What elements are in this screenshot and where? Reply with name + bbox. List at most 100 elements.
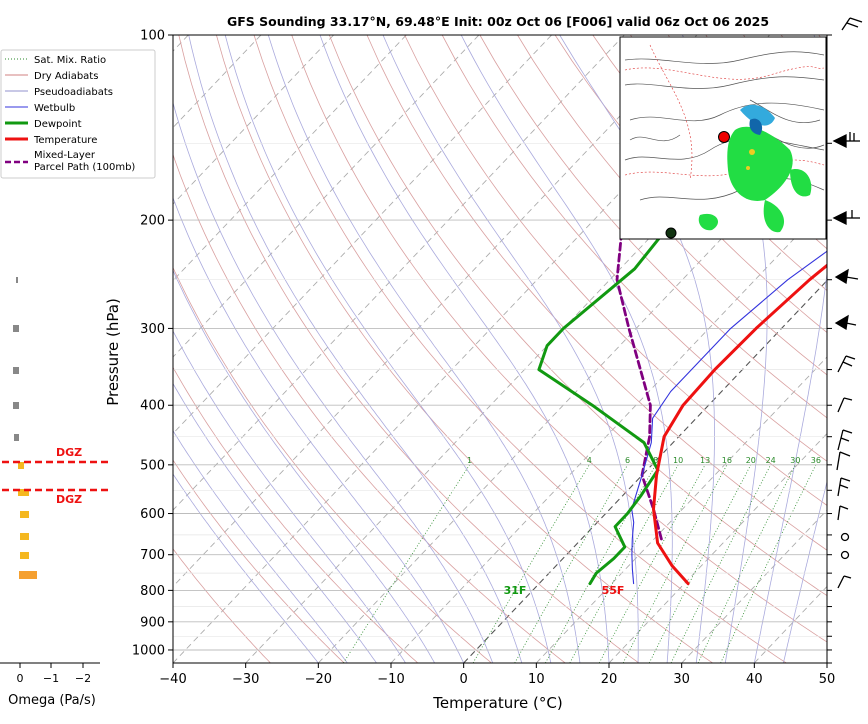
y-tick-label: 400 xyxy=(140,399,165,414)
wind-barb xyxy=(841,17,863,31)
isotherm xyxy=(681,509,827,663)
omega-tick-label: −2 xyxy=(75,672,91,685)
mixing-ratio-label: 24 xyxy=(766,456,776,465)
mixing-ratio-label: 30 xyxy=(790,456,800,465)
dry-adiabat xyxy=(366,35,827,551)
dry-adiabat xyxy=(592,35,827,292)
legend-entry: Pseudoadiabats xyxy=(34,87,113,98)
omega-bar xyxy=(13,325,19,332)
wind-calm xyxy=(840,550,850,560)
legend: Sat. Mix. Ratio Dry Adiabats Pseudoadiab… xyxy=(0,49,156,179)
x-tick-label: −20 xyxy=(305,672,332,687)
mixing-ratio-line xyxy=(472,464,590,663)
dry-adiabat xyxy=(856,35,868,663)
wind-barb xyxy=(836,451,851,471)
dry-adiabat xyxy=(404,35,827,506)
wind-barb xyxy=(837,477,851,497)
x-tick-label: 20 xyxy=(601,672,618,687)
y-tick-label: 1000 xyxy=(132,643,165,658)
isotherm xyxy=(535,356,827,663)
wind-barb xyxy=(832,210,860,226)
x-tick-label: 40 xyxy=(746,672,763,687)
isotherm xyxy=(173,35,407,282)
pseudoadiabat xyxy=(173,473,319,663)
mixing-ratio-label: 36 xyxy=(811,456,821,465)
legend-entry: Temperature xyxy=(33,135,97,146)
inset-map-precip xyxy=(698,104,812,233)
wind-barbs xyxy=(832,17,863,589)
isotherm xyxy=(173,35,334,205)
isotherm xyxy=(173,35,625,511)
omega-tick-label: 0 xyxy=(17,672,24,685)
dry-adiabat xyxy=(517,35,827,376)
isotherm xyxy=(173,35,552,435)
legend-entry: Mixed-Layer xyxy=(34,150,96,161)
mixing-ratio-line xyxy=(648,464,752,663)
dry-adiabat xyxy=(178,35,640,663)
mixing-ratio-label: 6 xyxy=(625,456,630,465)
mixing-ratio-line xyxy=(545,464,657,663)
mixing-ratio-line xyxy=(514,464,628,663)
x-tick-label: 30 xyxy=(673,672,690,687)
pseudoadiabat xyxy=(173,101,494,663)
x-tick-label: 50 xyxy=(819,672,836,687)
dry-adiabat xyxy=(173,459,345,663)
dgz-label-bottom: DGZ xyxy=(56,493,82,506)
x-tick-label: −10 xyxy=(377,672,404,687)
mixing-ratio-label: 13 xyxy=(700,456,710,465)
inset-map-location-marker xyxy=(718,131,730,143)
isotherm xyxy=(608,432,827,663)
pseudoadiabat xyxy=(382,35,639,663)
legend-entry: Dewpoint xyxy=(34,119,82,130)
omega-bar xyxy=(14,434,19,441)
y-tick-label: 900 xyxy=(140,615,165,630)
isotherm xyxy=(463,279,827,663)
pseudoadiabat xyxy=(173,382,377,663)
mixing-ratio-label: 8 xyxy=(653,456,658,465)
mixing-ratio-label: 1 xyxy=(467,456,472,465)
dry-adiabat xyxy=(554,35,827,333)
dgz-label-top: DGZ xyxy=(56,446,82,459)
mixing-ratio-label: 16 xyxy=(722,456,732,465)
mixing-ratio-label: 4 xyxy=(587,456,592,465)
y-tick-label: 500 xyxy=(140,458,165,473)
pseudoadiabat xyxy=(753,35,827,663)
wind-barb xyxy=(837,429,853,451)
dry-adiabat xyxy=(173,153,566,663)
x-axis: −40 −30 −20 −10 0 10 20 30 40 50 xyxy=(159,663,835,687)
background-lines xyxy=(173,35,868,663)
omega-bar xyxy=(20,511,29,518)
pseudoadiabat xyxy=(681,35,768,663)
y-axis: 100 200 300 400 500 600 700 800 900 1000 xyxy=(132,29,832,664)
wind-barb xyxy=(832,132,860,149)
omega-bar xyxy=(13,402,19,409)
pseudoadiabat xyxy=(319,35,610,663)
dry-adiabat xyxy=(328,35,827,597)
isotherm xyxy=(826,662,827,663)
dry-adiabat xyxy=(173,266,492,663)
pseudoadiabat xyxy=(173,269,435,663)
dry-adiabat xyxy=(253,35,787,663)
series-temperature xyxy=(652,263,827,586)
inset-map-low-marker xyxy=(665,227,677,239)
omega-bar xyxy=(19,571,37,579)
dry-adiabat xyxy=(479,35,827,419)
omega-axis-label: Omega (Pa/s) xyxy=(8,693,96,708)
pseudoadiabat xyxy=(173,196,465,663)
omega-bar xyxy=(20,533,29,540)
x-tick-label: 0 xyxy=(460,672,468,687)
mixing-ratio-line xyxy=(670,464,772,663)
wind-barb xyxy=(837,575,852,589)
mixing-ratio-label: 20 xyxy=(746,456,756,465)
isotherm xyxy=(173,35,480,358)
annotation-temp-f: 55F xyxy=(602,584,625,597)
x-tick-label: 10 xyxy=(528,672,545,687)
legend-entry: Sat. Mix. Ratio xyxy=(34,55,106,66)
annotation-dew-f: 31F xyxy=(504,584,527,597)
legend-entry: Dry Adiabats xyxy=(34,71,98,82)
omega-bar xyxy=(16,277,18,283)
pseudoadiabat xyxy=(188,35,523,663)
omega-panel: 0 −1 −2 Omega (Pa/s) DGZ DGZ xyxy=(0,277,110,708)
pseudoadiabat xyxy=(783,480,827,663)
y-tick-label: 600 xyxy=(140,507,165,522)
